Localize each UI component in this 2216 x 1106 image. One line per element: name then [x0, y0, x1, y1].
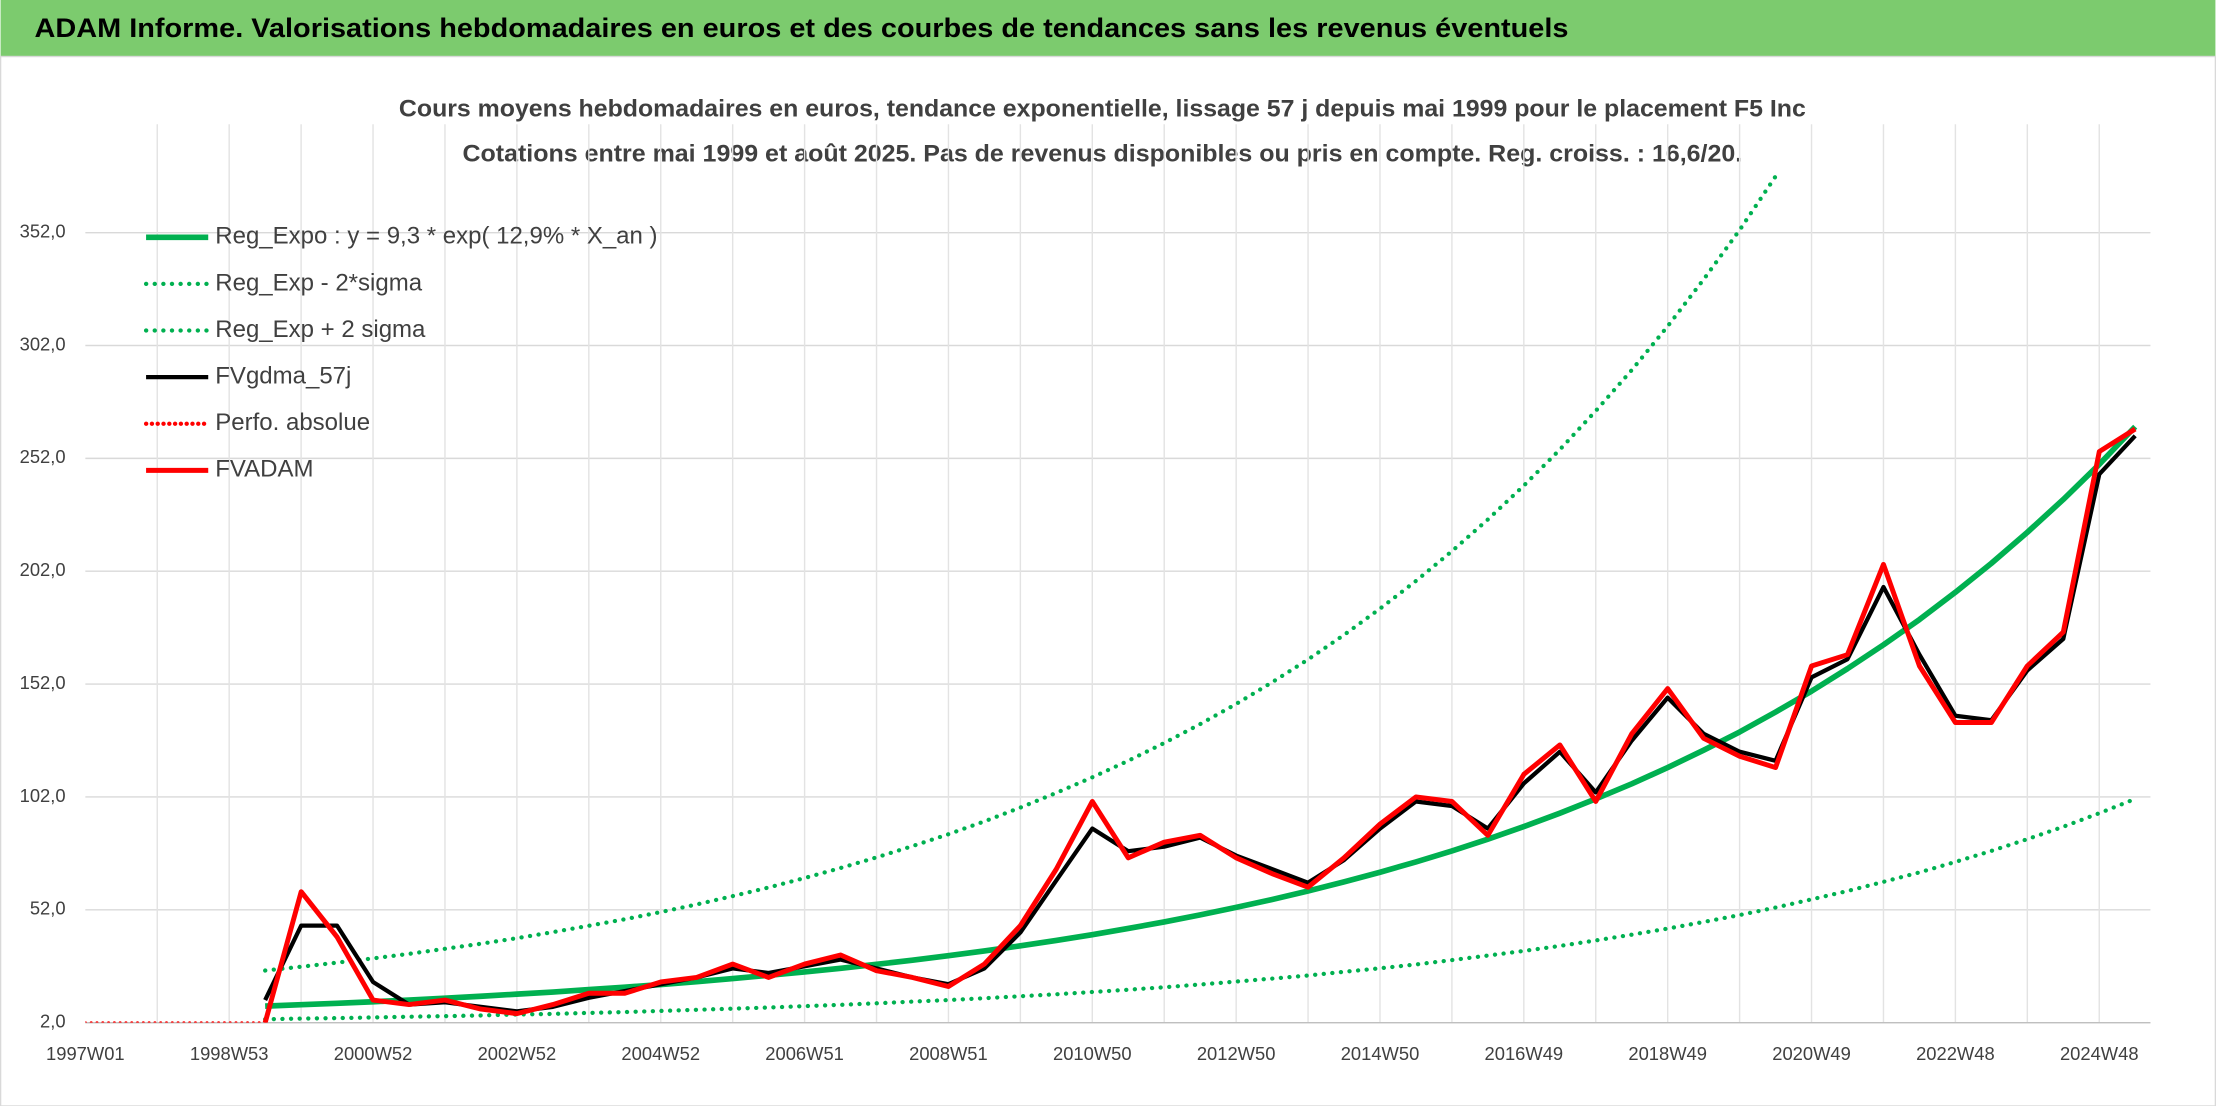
y-tick-label: 302,0	[20, 333, 66, 354]
series-line	[263, 796, 2138, 1022]
x-tick-label: 2024W48	[2060, 1043, 2139, 1064]
grid: 2,0 52,0 102,0 152,0 202,0 252,0 302,0 352,0 199…	[20, 124, 2151, 1064]
x-tick-label: 1998W53	[190, 1043, 269, 1064]
y-tick-label: 2,0	[40, 1011, 66, 1032]
series-line	[262, 426, 2137, 1023]
x-tick-label: 2008W51	[909, 1043, 988, 1064]
legend: Reg_Expo : y = 9,3 * exp( 12,9% * X_an )…	[143, 223, 658, 483]
x-tick-label: 2016W49	[1485, 1043, 1564, 1064]
legend-label: Reg_Exp + 2 sigma	[215, 316, 426, 343]
x-tick-label: 2006W51	[765, 1043, 844, 1064]
y-tick-label: 52,0	[30, 898, 66, 919]
y-tick-label: 252,0	[20, 446, 66, 467]
chart-subtitle: Cotations entre mai 1999 et août 2025. P…	[462, 141, 1742, 168]
x-tick-label: 2018W49	[1628, 1043, 1707, 1064]
series-line	[265, 424, 2138, 1009]
x-tick-label: 2014W50	[1341, 1043, 1420, 1064]
y-tick-label: 102,0	[20, 785, 66, 806]
legend-label: Reg_Expo : y = 9,3 * exp( 12,9% * X_an )	[215, 223, 657, 250]
plot	[85, 174, 2138, 1023]
series-line	[263, 174, 1778, 973]
y-tick-label: 202,0	[20, 559, 66, 580]
x-tick-label: 2012W50	[1197, 1043, 1276, 1064]
header-bar	[0, 0, 2216, 57]
header-title: ADAM Informe. Valorisations hebdomadaire…	[34, 13, 1568, 43]
x-tick-label: 1997W01	[46, 1043, 125, 1064]
legend-label: FVADAM	[215, 456, 313, 483]
y-tick-label: 352,0	[20, 220, 66, 241]
legend-label: Reg_Exp - 2*sigma	[215, 269, 422, 296]
legend-label: FVgdma_57j	[215, 362, 351, 389]
x-tick-label: 2020W49	[1772, 1043, 1851, 1064]
x-tick-label: 2010W50	[1053, 1043, 1132, 1064]
chart-title: Cours moyens hebdomadaires en euros, ten…	[399, 96, 1806, 123]
x-tick-label: 2000W52	[334, 1043, 413, 1064]
y-tick-label: 152,0	[20, 672, 66, 693]
x-tick-label: 2022W48	[1916, 1043, 1995, 1064]
x-tick-label: 2002W52	[478, 1043, 557, 1064]
x-tick-label: 2004W52	[621, 1043, 700, 1064]
legend-label: Perfo. absolue	[215, 409, 370, 436]
